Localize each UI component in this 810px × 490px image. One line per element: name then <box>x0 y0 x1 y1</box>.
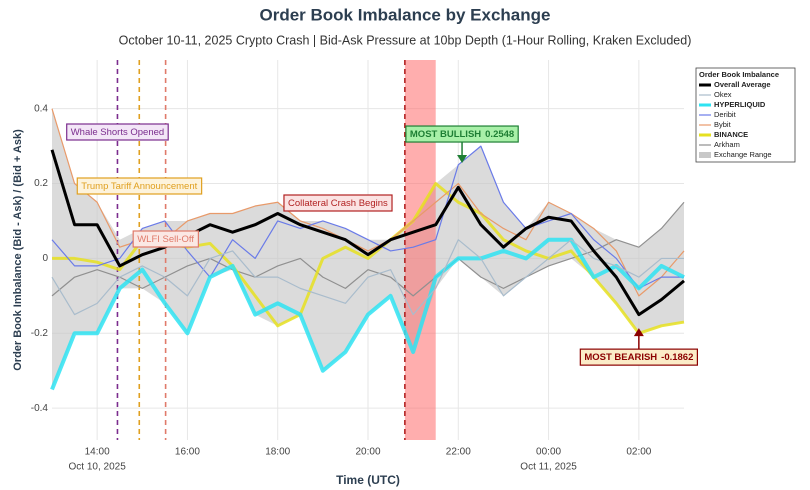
legend-swatch <box>699 152 711 158</box>
x-tick-label: 14:00 <box>85 447 110 458</box>
x-tick-date: Oct 10, 2025 <box>69 462 127 473</box>
extreme-label-box <box>405 125 519 143</box>
series-line <box>50 149 685 317</box>
event-label: Whale Shorts Opened <box>66 123 169 141</box>
chart-title: Order Book Imbalance by Exchange <box>260 5 551 24</box>
legend-label: Deribit <box>714 110 737 119</box>
extreme-point <box>457 155 468 164</box>
event-label-text: Collateral Crash Begins <box>288 198 388 209</box>
extreme-point <box>633 328 644 337</box>
chart-subtitle: October 10-11, 2025 Crypto Crash | Bid-A… <box>119 33 692 47</box>
extreme-label-part: MOST BEARISH <box>584 352 657 363</box>
event-label-part: Trump Tariff Announcement <box>81 181 197 192</box>
x-axis-title: Time (UTC) <box>336 473 400 487</box>
event-label-part: Collateral Crash Begins <box>288 198 388 209</box>
legend-label: Arkham <box>714 140 740 149</box>
event-label-box <box>132 230 199 248</box>
y-tick-label: -0.2 <box>31 328 49 339</box>
event-label-text: Whale Shorts Opened <box>71 127 164 138</box>
event-label: Collateral Crash Begins <box>283 194 393 212</box>
y-tick-label: -0.4 <box>31 403 49 414</box>
series-line <box>50 237 685 391</box>
event-label-box <box>283 194 393 212</box>
y-axis-title: Order Book Imbalance (Bid - Ask) / (Bid … <box>12 129 24 371</box>
event-label-part: WLFI Sell-Off <box>137 234 194 245</box>
extreme-label-box <box>579 348 698 366</box>
legend-title: Order Book Imbalance <box>699 70 779 79</box>
extreme-label-part: MOST BULLISH <box>410 129 481 140</box>
x-tick-label: 16:00 <box>175 447 200 458</box>
extreme-label: MOST BEARISH -0.1862 <box>579 348 698 366</box>
event-label-box <box>66 123 169 141</box>
event-label: Trump Tariff Announcement <box>76 177 203 195</box>
event-label: WLFI Sell-Off <box>132 230 199 248</box>
series-line <box>51 145 684 289</box>
x-tick-label: 00:00 <box>536 447 561 458</box>
crash-shade <box>404 60 436 440</box>
event-label-part: Whale Shorts Opened <box>71 127 164 138</box>
event-label-box <box>76 177 203 195</box>
x-tick-date: Oct 11, 2025 <box>520 462 577 473</box>
extreme-label: MOST BULLISH 0.2548 <box>405 125 519 143</box>
y-tick-label: 0 <box>42 253 48 264</box>
x-tick-label: 20:00 <box>355 447 380 458</box>
legend-label: Overall Average <box>714 80 771 89</box>
legend-label: Bybit <box>714 120 732 129</box>
legend-box <box>695 67 796 163</box>
legend-label: HYPERLIQUID <box>714 100 766 109</box>
x-tick-label: 02:00 <box>626 447 651 458</box>
legend-label: BINANCE <box>714 130 748 139</box>
extreme-label-text: MOST BEARISH -0.1862 <box>584 352 693 363</box>
x-tick-label: 22:00 <box>446 447 471 458</box>
extreme-label-part: 0.2548 <box>485 129 514 140</box>
event-label-text: Trump Tariff Announcement <box>81 181 197 192</box>
range-band <box>52 108 684 390</box>
extreme-label-text: MOST BULLISH 0.2548 <box>410 129 514 140</box>
x-tick-label: 18:00 <box>265 447 290 458</box>
y-tick-label: 0.2 <box>34 178 48 189</box>
legend-label: Okex <box>714 90 732 99</box>
extreme-label-part: -0.1862 <box>661 352 693 363</box>
y-tick-label: 0.4 <box>34 103 48 114</box>
series-line <box>51 239 684 316</box>
event-label-text: WLFI Sell-Off <box>137 234 194 245</box>
legend-label: Exchange Range <box>714 150 772 159</box>
